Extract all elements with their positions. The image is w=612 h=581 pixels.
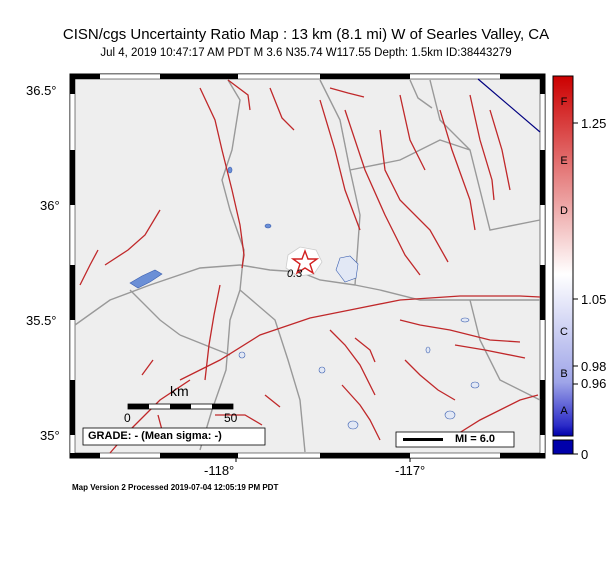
x-tick-label: -118° [204,463,235,478]
magnitude-bar [403,438,443,441]
colorbar-tick-label: 0 [581,447,589,462]
magnitude-box [395,431,515,448]
footer-version: Map Version 2 Processed 2019-07-04 12:05… [72,483,279,492]
event-info: Jul 4, 2019 10:47:17 AM PDT M 3.6 N35.74… [100,47,512,59]
uncertainty-contour [285,246,323,277]
contour-label: 0.3 [287,268,303,280]
y-tick-label: 35° [40,428,60,443]
epicenter-star-icon[interactable] [290,249,320,275]
scale-unit: km [170,383,189,399]
grade-letter: D [560,205,568,217]
roads [74,79,541,453]
colorbar-tick-label: 1.25 [581,116,607,131]
scale-right-label: 50 [224,411,238,425]
grade-text: GRADE: - (Mean sigma: -) [88,430,222,442]
scale-left-label: 0 [124,411,131,425]
axis-ticks [235,458,411,462]
grade-letter: B [560,368,568,380]
x-tick-label: -117° [395,463,426,478]
y-tick-label: 36° [40,198,60,213]
faults [79,79,541,454]
magnitude-text: MI = 6.0 [455,433,496,445]
colorbar-ticks [573,122,578,455]
colorbar-tick-label: 0.96 [581,376,607,391]
scale-bar [127,403,234,410]
state-boundary [477,78,541,133]
grade-box [82,427,266,446]
grade-letter: A [560,405,568,417]
grade-letter: C [560,326,568,338]
grade-letter: E [560,155,568,167]
colorbar [552,75,574,437]
grade-letter: F [560,96,568,108]
map-border [69,73,546,459]
y-tick-label: 35.5° [26,313,57,328]
y-tick-label: 36.5° [26,83,57,98]
map-title: CISN/cgs Uncertainty Ratio Map : 13 km (… [62,26,550,43]
colorbar-min [552,439,574,455]
colorbar-tick-label: 1.05 [581,292,607,307]
colorbar-tick-label: 0.98 [581,359,607,374]
